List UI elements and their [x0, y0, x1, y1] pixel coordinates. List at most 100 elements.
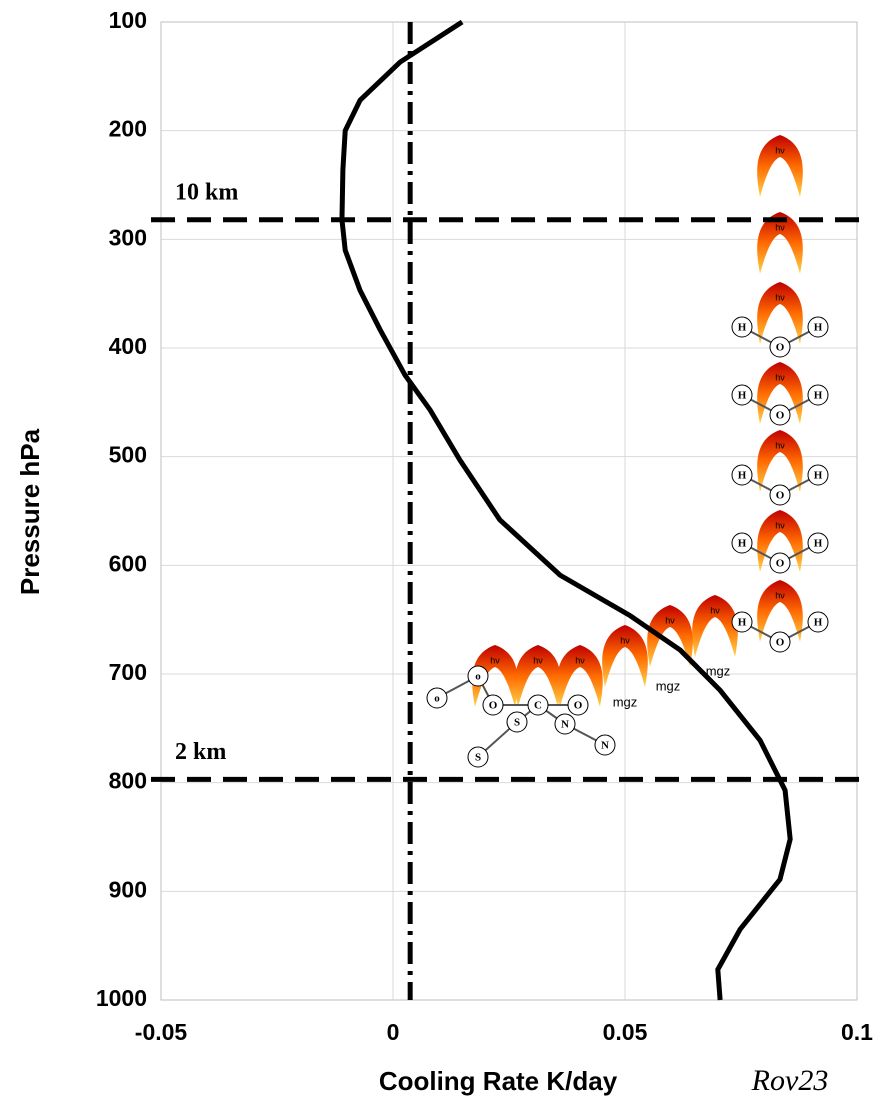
atom: [527, 694, 549, 716]
flame-label: hν: [775, 372, 785, 382]
flame-label: hν: [665, 615, 675, 625]
atom-label: H: [738, 322, 747, 334]
y-tick-label: 200: [109, 116, 147, 142]
flame: [757, 510, 803, 572]
atom-label: H: [738, 470, 747, 482]
y-tick-label: 900: [109, 876, 147, 902]
y-axis-label: Pressure hPa: [15, 428, 45, 595]
atom-label: O: [776, 410, 785, 422]
flame-label: hν: [490, 655, 500, 665]
line: [339, 19, 793, 1001]
atom: [467, 746, 489, 768]
y-tick-label: 400: [109, 333, 147, 359]
x-axis-label: Cooling Rate K/day: [379, 1066, 618, 1096]
mgz-label: mgz: [613, 694, 638, 709]
x-tick-label: 0: [387, 1019, 400, 1045]
atom-label: H: [738, 617, 747, 629]
level-label: 10 km: [175, 179, 238, 205]
atom-label: O: [776, 637, 785, 649]
x-tick-label: -0.05: [135, 1019, 188, 1045]
atom: [807, 532, 829, 554]
y-tick-label: 1000: [96, 985, 147, 1011]
atom: [769, 404, 791, 426]
atom: [769, 552, 791, 574]
atom-label: C: [534, 700, 542, 712]
atom-label: o: [475, 671, 481, 683]
atom-label: N: [601, 740, 609, 752]
flame: [647, 605, 693, 667]
y-tick-label: 600: [109, 550, 147, 576]
atom-label: H: [814, 617, 823, 629]
atom-label: H: [814, 390, 823, 402]
atom: [506, 711, 528, 733]
atom: [731, 464, 753, 486]
atom: [467, 665, 489, 687]
flame-label: hν: [775, 440, 785, 450]
atom: [769, 484, 791, 506]
atom: [769, 336, 791, 358]
atom: [731, 316, 753, 338]
atom: [807, 384, 829, 406]
flame-label: hν: [775, 222, 785, 232]
atom-label: S: [475, 752, 481, 764]
flame: [602, 625, 648, 687]
flame: [757, 430, 803, 492]
flame-label: hν: [533, 655, 543, 665]
plot-frame: [160, 21, 858, 1001]
flame: [757, 212, 803, 274]
flame: [515, 645, 561, 707]
atom-label: H: [738, 390, 747, 402]
flame: [557, 645, 603, 707]
illustration: hν hν hν hν hν hν hν hν hν hν hν hν hν mgz mgz mgz H O H H O…: [426, 135, 829, 768]
y-tick-label: 500: [109, 442, 147, 468]
flame: [757, 282, 803, 344]
y-tick-label: 100: [109, 7, 147, 33]
atom-label: S: [514, 717, 520, 729]
y-tick-label: 800: [109, 768, 147, 794]
atom-label: N: [561, 719, 569, 731]
x-tick-label: 0.05: [603, 1019, 648, 1045]
y-tick-label: 700: [109, 659, 147, 685]
flame-label: hν: [575, 655, 585, 665]
atom-label: H: [814, 322, 823, 334]
atom-label: O: [776, 342, 785, 354]
atom: [594, 734, 616, 756]
atom-label: O: [574, 700, 583, 712]
mgz-label: mgz: [706, 663, 731, 678]
flame-label: hν: [775, 145, 785, 155]
y-tick-label: 300: [109, 224, 147, 250]
atom: [567, 694, 589, 716]
atom: [807, 316, 829, 338]
flame-label: hν: [775, 520, 785, 530]
flame: [692, 595, 738, 657]
atom: [554, 713, 576, 735]
level-label: 2 km: [175, 739, 226, 765]
atom-label: O: [776, 558, 785, 570]
atom-label: H: [814, 538, 823, 550]
flame: [757, 135, 803, 197]
atom-label: O: [489, 700, 498, 712]
atom-label: O: [776, 490, 785, 502]
signature: Rov23: [751, 1064, 829, 1097]
x-tick-label: 0.1: [841, 1019, 873, 1045]
flame-label: hν: [775, 590, 785, 600]
atom: [731, 384, 753, 406]
atom-label: H: [738, 538, 747, 550]
atom: [807, 611, 829, 633]
atom: [807, 464, 829, 486]
atom: [769, 631, 791, 653]
atom: [426, 687, 448, 709]
atom: [482, 694, 504, 716]
atom-label: o: [434, 693, 440, 705]
flame: [757, 362, 803, 424]
atom: [731, 532, 753, 554]
atom-label: H: [814, 470, 823, 482]
flame: [757, 580, 803, 642]
flame: [472, 645, 518, 707]
flame-label: hν: [620, 635, 630, 645]
flame-label: hν: [775, 292, 785, 302]
atom: [731, 611, 753, 633]
mgz-label: mgz: [656, 678, 681, 693]
flame-label: hν: [710, 605, 720, 615]
